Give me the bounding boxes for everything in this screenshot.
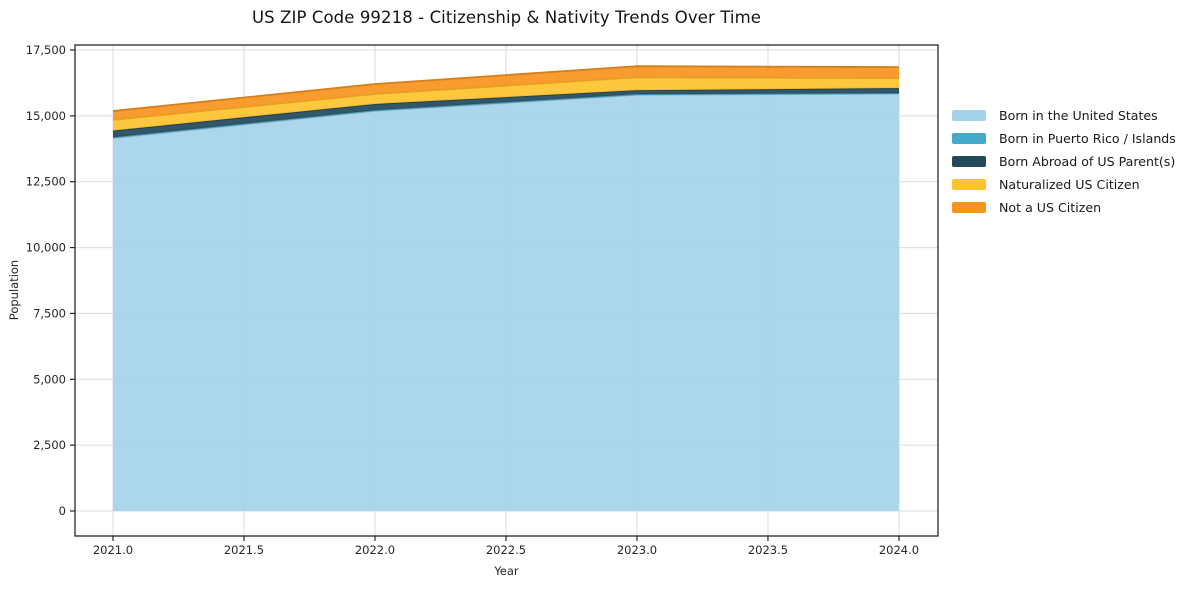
area-edge	[112, 65, 900, 112]
legend-swatch	[952, 179, 986, 190]
x-tick-label: 2024.0	[879, 543, 919, 557]
legend-swatch	[952, 133, 986, 144]
legend-item: Not a US Citizen	[952, 196, 1176, 219]
y-tick-label: 17,500	[26, 43, 66, 57]
y-tick-label: 10,000	[26, 241, 66, 255]
legend-swatch	[952, 110, 986, 121]
y-tick-label: 12,500	[26, 175, 66, 189]
legend-label: Naturalized US Citizen	[999, 177, 1140, 192]
x-tick-label: 2021.5	[224, 543, 264, 557]
x-tick-label: 2021.0	[93, 543, 133, 557]
legend: Born in the United States Born in Puerto …	[952, 104, 1176, 219]
area-series-naturalized-us-citizen	[113, 77, 899, 131]
y-tick-label: 2,500	[33, 438, 66, 452]
legend-item: Born Abroad of US Parent(s)	[952, 150, 1176, 173]
x-tick-label: 2023.0	[617, 543, 657, 557]
x-axis-label: Year	[494, 564, 519, 578]
y-tick-label: 15,000	[26, 109, 66, 123]
legend-swatch	[952, 202, 986, 213]
legend-swatch	[952, 156, 986, 167]
legend-item: Born in the United States	[952, 104, 1176, 127]
y-tick-label: 7,500	[33, 306, 66, 320]
legend-item: Naturalized US Citizen	[952, 173, 1176, 196]
legend-label: Born in Puerto Rico / Islands	[999, 131, 1176, 146]
x-tick-label: 2023.5	[748, 543, 788, 557]
legend-label: Born in the United States	[999, 108, 1158, 123]
area-series-not-a-us-citizen	[113, 66, 899, 120]
y-tick-label: 5,000	[33, 372, 66, 386]
chart-title: US ZIP Code 99218 - Citizenship & Nativi…	[251, 8, 762, 27]
legend-label: Born Abroad of US Parent(s)	[999, 154, 1176, 169]
legend-label: Not a US Citizen	[999, 200, 1102, 215]
area-series-born-in-the-united-states	[113, 93, 899, 511]
x-tick-label: 2022.5	[486, 543, 526, 557]
y-tick-label: 0	[59, 504, 66, 518]
legend-item: Born in Puerto Rico / Islands	[952, 127, 1176, 150]
x-tick-label: 2022.0	[355, 543, 395, 557]
